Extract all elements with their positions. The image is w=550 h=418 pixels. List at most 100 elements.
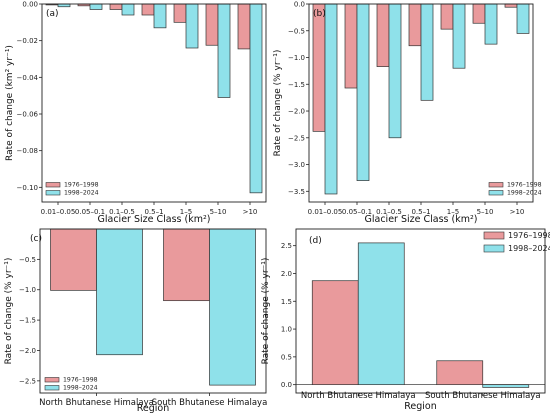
y-tick-label: −1.5 — [288, 81, 305, 89]
bar-series1-7 — [237, 3, 251, 50]
bar-series1-3 — [109, 3, 123, 10]
y-tick-label: −0.02 — [17, 37, 38, 45]
x-tick-label: 0.1–0.5 — [109, 208, 135, 216]
x-tick-label: 0.05–0.1 — [342, 208, 372, 216]
x-tick-label: 0.05–0.1 — [75, 208, 105, 216]
panel-label: (d) — [309, 236, 322, 246]
legend-swatch-1 — [45, 182, 61, 188]
y-tick-label: −2.0 — [288, 108, 305, 116]
bar-series1-2 — [163, 228, 210, 302]
x-tick-label: 0.01–0.05 — [308, 208, 343, 216]
chart-panel-2: 0.0 −0.5 −1.0 −1.5 −2.0 −2.5 −3.0 −3.5 0.01–0.05… — [273, 1, 542, 226]
bar-series2-1 — [357, 242, 405, 386]
bar-series2-4 — [153, 3, 167, 29]
bar-series2-2 — [209, 228, 256, 386]
y-tick-label: −0.10 — [17, 184, 38, 192]
x-tick-label: 0.1–0.5 — [376, 208, 402, 216]
bar-series2-7 — [516, 3, 530, 34]
x-tick-label: 1–5 — [180, 208, 192, 216]
legend-swatch-2 — [45, 190, 61, 196]
bar-series1-5 — [173, 3, 187, 23]
x-tick-label: South Bhutanese Himalaya — [425, 391, 541, 401]
chart-panel-1: 0.00−0.02−0.04−0.06−0.08−0.100.01–0.05 0.… — [5, 1, 267, 225]
x-tick-label: 5–10 — [477, 208, 494, 216]
bar-series2-3 — [388, 3, 402, 139]
x-tick-label: 1–5 — [447, 208, 459, 216]
x-tick-label: 5–10 — [210, 208, 227, 216]
plot-frame — [295, 228, 546, 394]
legend-swatch-1 — [44, 377, 60, 383]
y-tick-label: −0.5 — [19, 256, 36, 264]
bar-series2-2 — [482, 384, 530, 388]
y-tick-label: −2.5 — [19, 377, 36, 385]
legend-label-1: 1976–1998 — [507, 182, 542, 189]
bar-series1-1 — [50, 228, 97, 291]
plot-frame — [39, 228, 267, 394]
y-tick-label: −0.06 — [17, 111, 39, 119]
chart-panel-4: 0.0 0.5 1.0 1.5 2.0 2.5 North Bhutanese Himala… — [261, 228, 550, 412]
x-tick-label: South Bhutanese Himalaya — [152, 398, 268, 408]
x-tick-label: North Bhutanese Himalaya — [301, 391, 416, 401]
panel-label: (a) — [46, 9, 59, 19]
panel-label: (c) — [30, 234, 42, 244]
y-axis-label: Rate of change (% yr⁻¹) — [261, 258, 271, 365]
legend-swatch-2 — [483, 244, 505, 253]
plot-frame — [41, 3, 267, 203]
bar-series2-3 — [121, 3, 135, 16]
legend-label-2: 1998–2024 — [508, 244, 550, 253]
y-tick-label: −0.5 — [288, 27, 305, 35]
x-tick-label: 0.5–1 — [411, 208, 430, 216]
y-tick-label: −0.08 — [17, 147, 38, 155]
bar-series2-1 — [96, 228, 143, 356]
y-tick-label: 0.0 — [281, 381, 292, 389]
x-tick-label: 0.01–0.05 — [41, 208, 76, 216]
legend-swatch-2 — [488, 190, 504, 196]
x-tick-label: >10 — [510, 208, 525, 216]
x-tick-label: North Bhutanese Himalaya — [39, 398, 154, 408]
y-tick-label: 0.5 — [281, 353, 292, 361]
bar-series2-7 — [249, 3, 263, 194]
y-tick-label: −0.04 — [17, 74, 39, 82]
legend-label-1: 1976–1998 — [64, 182, 99, 189]
bar-series1-3 — [376, 3, 390, 67]
legend-label-2: 1998–2024 — [63, 385, 98, 392]
legend-label-1: 1976–1998 — [508, 231, 550, 240]
y-axis-label: Rate of change (% yr⁻¹) — [273, 50, 283, 157]
bar-series1-1 — [312, 3, 326, 132]
legend-swatch-2 — [44, 385, 60, 391]
y-tick-label: 2.0 — [281, 270, 292, 278]
legend-label-1: 1976–1998 — [63, 377, 98, 384]
bar-series1-6 — [472, 3, 486, 24]
bar-series1-4 — [408, 3, 422, 47]
bar-series1-2 — [344, 3, 358, 89]
bar-series2-2 — [356, 3, 370, 181]
legend-label-2: 1998–2024 — [507, 190, 542, 197]
chart-panel-3: −0.5 −1.0 −1.5 −2.0 −2.5 North Bhutanese Hima… — [4, 228, 268, 414]
legend-swatch-1 — [488, 182, 504, 188]
y-tick-label: −1.0 — [288, 54, 305, 62]
x-axis-label: Glacier Size Class (km²) — [365, 214, 478, 225]
y-axis-label: Rate of change (% yr⁻¹) — [4, 258, 14, 365]
y-tick-label: 1.5 — [281, 298, 292, 306]
x-axis-label: Region — [137, 403, 170, 414]
x-tick-label: >10 — [243, 208, 258, 216]
bar-series2-6 — [484, 3, 498, 45]
y-tick-label: 2.5 — [281, 242, 292, 250]
bar-series1-1 — [311, 280, 359, 386]
y-tick-label: −3.5 — [288, 188, 305, 196]
bar-series2-1 — [324, 3, 338, 195]
bar-series1-2 — [436, 360, 484, 386]
bar-series1-6 — [205, 3, 219, 46]
y-tick-label: −2.5 — [288, 134, 305, 142]
x-axis-label: Region — [404, 401, 437, 412]
bar-series1-5 — [440, 3, 454, 30]
bar-series1-7 — [504, 3, 518, 8]
y-tick-label: −1.5 — [19, 317, 36, 325]
legend-swatch-1 — [483, 231, 505, 240]
y-tick-label: 1.0 — [281, 326, 292, 334]
legend-label-2: 1998–2024 — [64, 190, 99, 197]
legend: 1976–1998 1998–2024 — [483, 231, 550, 253]
